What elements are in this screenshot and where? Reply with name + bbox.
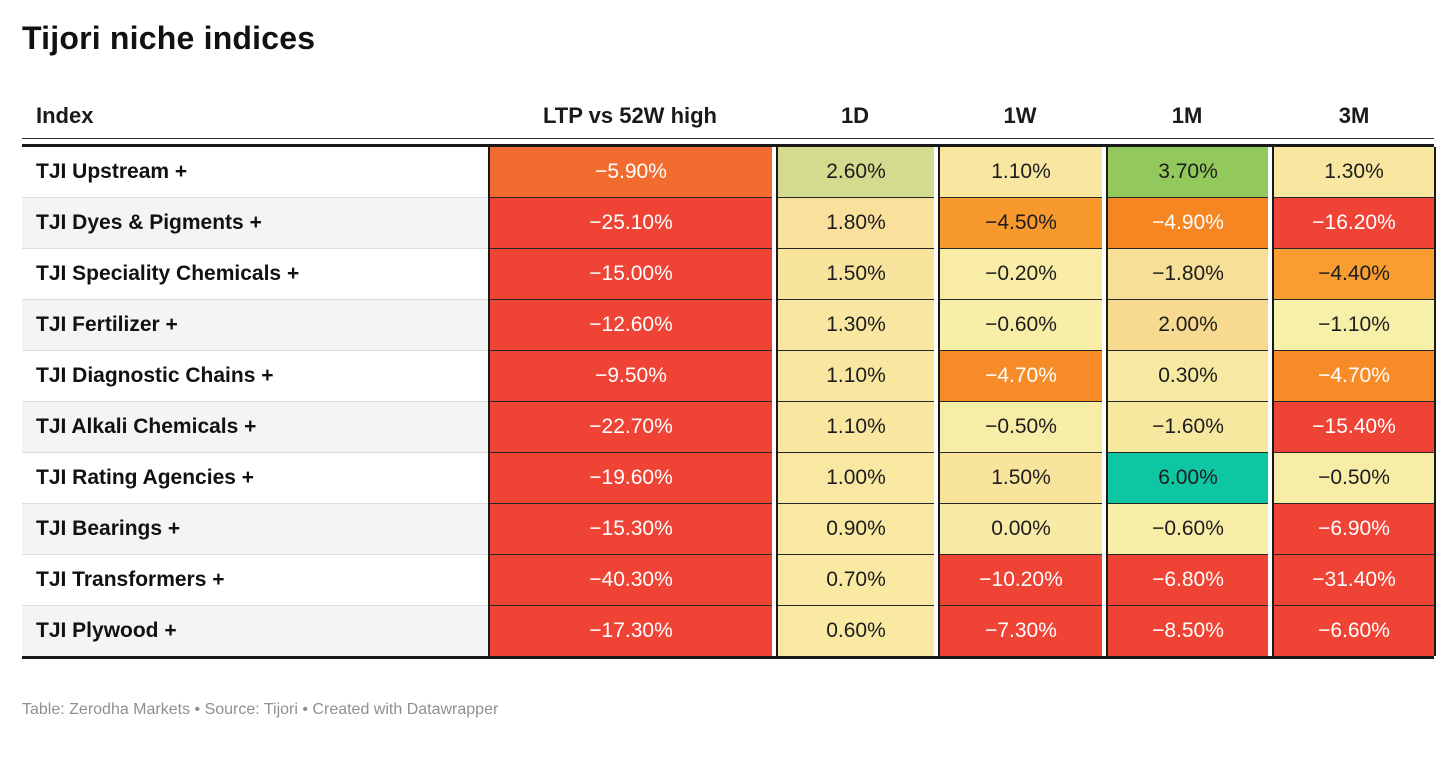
value-cell: 1.80% [778,198,934,249]
value-cell: −4.70% [940,351,1102,402]
value-cell: 1.00% [778,453,934,504]
column-header-1m: 1M [1171,103,1203,128]
value-cell: −7.30% [940,606,1102,656]
index-cell[interactable]: TJI Upstream + [22,147,488,198]
index-cell[interactable]: TJI Dyes & Pigments + [22,198,488,249]
1d-column: 2.60% 1.80% 1.50% 1.30% 1.10% 1.10% 1.00% 0.90%… [776,147,934,656]
column-header-3m: 3M [1338,103,1370,128]
value-cell: −19.60% [490,453,772,504]
3m-column: 1.30% −16.20% −4.40% −1.10% −4.70% −15.40% −0.… [1272,147,1436,656]
value-cell: 1.50% [778,249,934,300]
value-cell: −6.60% [1274,606,1434,656]
index-cell[interactable]: TJI Plywood + [22,606,488,656]
column-header-index: Index [36,103,94,128]
value-cell: 0.00% [940,504,1102,555]
index-column: TJI Upstream + TJI Dyes & Pigments + TJI S… [22,147,488,656]
value-cell: 1.10% [940,147,1102,198]
value-cell: 1.30% [1274,147,1434,198]
value-cell: 0.60% [778,606,934,656]
value-cell: 3.70% [1108,147,1268,198]
value-cell: −0.20% [940,249,1102,300]
column-header-1w: 1W [1003,103,1037,128]
value-cell: 1.50% [940,453,1102,504]
value-cell: −15.40% [1274,402,1434,453]
value-cell: −0.50% [1274,453,1434,504]
value-cell: 0.30% [1108,351,1268,402]
value-cell: −4.40% [1274,249,1434,300]
value-cell: −12.60% [490,300,772,351]
value-cell: −1.80% [1108,249,1268,300]
value-cell: −6.90% [1274,504,1434,555]
index-cell[interactable]: TJI Alkali Chemicals + [22,402,488,453]
table-header-row: Index LTP vs 52W high 1D 1W 1M 3M [22,103,1434,138]
value-cell: −25.10% [490,198,772,249]
value-cell: 0.90% [778,504,934,555]
value-cell: −17.30% [490,606,772,656]
column-header-1d: 1D [840,103,870,128]
ltp-52w-column: −5.90% −25.10% −15.00% −12.60% −9.50% −22.70%… [488,147,772,656]
value-cell: −31.40% [1274,555,1434,606]
value-cell: −10.20% [940,555,1102,606]
value-cell: −8.50% [1108,606,1268,656]
value-cell: −4.70% [1274,351,1434,402]
value-cell: −40.30% [490,555,772,606]
table-body: TJI Upstream + TJI Dyes & Pigments + TJI S… [22,144,1436,659]
index-cell[interactable]: TJI Speciality Chemicals + [22,249,488,300]
value-cell: −15.30% [490,504,772,555]
value-cell: −15.00% [490,249,772,300]
index-cell[interactable]: TJI Fertilizer + [22,300,488,351]
value-cell: −4.90% [1108,198,1268,249]
value-cell: 2.60% [778,147,934,198]
value-cell: 0.70% [778,555,934,606]
1w-column: 1.10% −4.50% −0.20% −0.60% −4.70% −0.50% 1.50%… [938,147,1102,656]
index-cell[interactable]: TJI Diagnostic Chains + [22,351,488,402]
value-cell: 1.30% [778,300,934,351]
value-cell: −0.60% [1108,504,1268,555]
column-header-ltp-52w: LTP vs 52W high [543,103,717,128]
value-cell: 1.10% [778,402,934,453]
value-cell: 6.00% [1108,453,1268,504]
value-cell: −4.50% [940,198,1102,249]
index-cell[interactable]: TJI Transformers + [22,555,488,606]
value-cell: −5.90% [490,147,772,198]
value-cell: −6.80% [1108,555,1268,606]
value-cell: −16.20% [1274,198,1434,249]
value-cell: 1.10% [778,351,934,402]
page-title: Tijori niche indices [22,20,316,56]
1m-column: 3.70% −4.90% −1.80% 2.00% 0.30% −1.60% 6.00% −0… [1106,147,1268,656]
value-cell: 2.00% [1108,300,1268,351]
index-cell[interactable]: TJI Rating Agencies + [22,453,488,504]
value-cell: −0.50% [940,402,1102,453]
value-cell: −22.70% [490,402,772,453]
attribution-line: Table: Zerodha Markets • Source: Tijori … [22,701,499,718]
index-cell[interactable]: TJI Bearings + [22,504,488,555]
value-cell: −0.60% [940,300,1102,351]
value-cell: −1.60% [1108,402,1268,453]
value-cell: −9.50% [490,351,772,402]
value-cell: −1.10% [1274,300,1434,351]
header-divider [22,138,1434,139]
